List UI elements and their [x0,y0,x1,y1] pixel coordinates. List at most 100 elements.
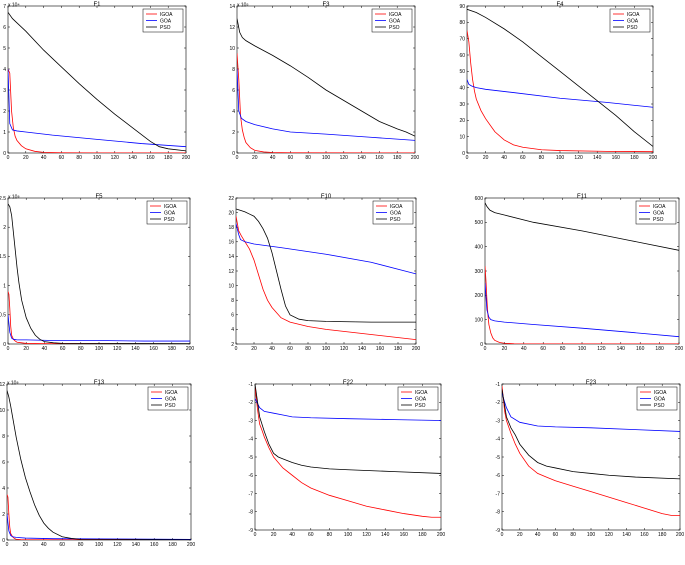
y-tick-label: 20 [459,118,465,124]
legend-label-pso: PSO [627,25,638,31]
x-tick-label: 180 [655,346,664,352]
y-tick-label: 6 [231,313,234,319]
y-tick-label: -5 [496,455,501,461]
x-tick-label: 140 [131,346,140,352]
series-line-igoa [255,387,441,518]
x-tick-label: 200 [675,346,684,352]
chart-title: F3 [322,2,330,8]
y-tick-label: 400 [475,244,484,250]
y-tick-label: 8 [232,67,235,73]
x-tick-label: 80 [539,155,545,161]
series-line-pso [236,208,416,323]
x-tick-label: 100 [322,346,331,352]
y-tick-label: -7 [249,491,254,497]
x-tick-label: 140 [381,532,390,538]
x-tick-label: 60 [540,346,546,352]
y-tick-label: 1.5 [0,254,6,260]
x-tick-label: 180 [168,542,177,548]
x-tick-label: 80 [78,346,84,352]
x-tick-label: 20 [271,532,277,538]
series-line-igoa [8,291,190,344]
series-line-goa [236,223,416,275]
legend-label-igoa: IGOA [164,204,177,210]
legend-label-goa: GOA [165,396,177,402]
y-tick-label: -4 [249,437,254,443]
y-tick-label: -2 [496,400,501,406]
legend-label-pso: PSO [165,403,176,409]
y-tick-label: 1 [3,130,6,136]
series-line-igoa [237,53,415,153]
legend-label-igoa: IGOA [654,390,667,396]
x-tick-label: 120 [340,346,349,352]
y-tick-label: 4 [3,67,6,73]
y-tick-label: 16 [228,240,234,246]
y-tick-label: 1 [3,283,6,289]
y-tick-label: 2.5 [0,196,6,202]
x-tick-label: 200 [412,346,421,352]
y-tick-label: -6 [249,473,254,479]
legend-box [372,200,414,225]
y-tick-label: 6 [2,460,5,466]
x-tick-label: 20 [23,542,29,548]
x-tick-label: 180 [630,155,639,161]
y-tick-label: 18 [228,225,234,231]
y-tick-label: 20 [228,210,234,216]
x-tick-label: 80 [570,532,576,538]
x-tick-label: 0 [235,346,238,352]
series-line-igoa [236,216,416,341]
legend-label-igoa: IGOA [653,204,666,210]
series-line-goa [502,393,680,432]
x-tick-label: 200 [182,155,191,161]
y-tick-label: 100 [475,317,484,323]
chart-f3: F3 x 10⁵ 0 20 40 60 80 100 120 140 160 180 200 0 2 4 6 8 1… [229,2,419,161]
legend-label-goa: GOA [390,210,402,216]
x-tick-label: 40 [269,346,275,352]
y-tick-label: -5 [249,455,254,461]
x-tick-label: 100 [578,346,587,352]
y-tick-label: -4 [496,437,501,443]
legend-box [635,200,677,225]
x-tick-label: 100 [587,532,596,538]
legend-label-goa: GOA [653,210,665,216]
x-tick-label: 140 [357,155,366,161]
x-tick-label: 120 [362,532,371,538]
legend-box [397,386,439,411]
y-tick-label: 0 [480,342,483,348]
chart-title: F11 [577,194,588,200]
y-tick-label: 0 [2,538,5,544]
x-tick-label: 20 [502,346,508,352]
legend-label-pso: PSO [415,403,426,409]
x-tick-label: 140 [617,346,626,352]
x-tick-label: 20 [483,155,489,161]
y-tick-label: 300 [475,269,484,275]
chart-f11: F11 0 20 40 60 80 100 120 140 160 180 200 0 100 200 300… [475,194,684,352]
x-tick-label: 160 [612,155,621,161]
x-tick-label: 140 [622,532,631,538]
x-tick-label: 80 [327,532,333,538]
x-tick-label: 60 [287,346,293,352]
chart-f5: F5 x 10⁸ 0 20 40 60 80 100 120 140 160 180 200 0 0.5 1 1… [0,194,194,352]
y-tick-label: 50 [459,69,465,75]
y-tick-label: 14 [229,4,235,10]
legend-label-igoa: IGOA [390,204,403,210]
x-tick-label: 40 [501,155,507,161]
legend-label-goa: GOA [654,396,666,402]
legend-label-pso: PSO [160,25,171,31]
x-tick-label: 100 [556,155,565,161]
legend-label-goa: GOA [160,18,172,24]
x-tick-label: 120 [574,155,583,161]
x-tick-label: 60 [59,542,65,548]
x-tick-label: 40 [41,155,47,161]
legend-box [147,386,189,411]
chart-title: F10 [321,194,332,200]
series-line-goa [485,283,679,338]
x-tick-label: 20 [251,346,257,352]
y-tick-label: -9 [496,528,501,534]
x-tick-label: 160 [400,532,409,538]
series-line-igoa [467,30,653,153]
chart-title: F23 [586,380,597,386]
